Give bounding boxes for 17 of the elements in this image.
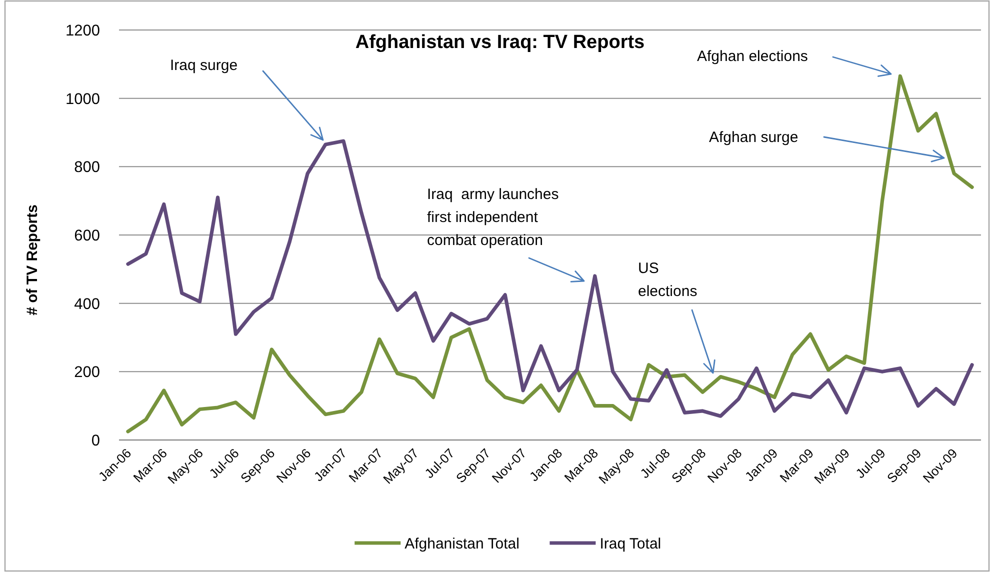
annotation: Afghan surge xyxy=(709,129,798,146)
y-tick-label: 600 xyxy=(74,227,100,244)
y-tick-label: 1000 xyxy=(66,90,100,108)
y-tick-label: 1200 xyxy=(66,22,100,40)
chart-title: Afghanistan vs Iraq: TV Reports xyxy=(355,32,645,53)
annotation: Iraq surge xyxy=(170,57,238,74)
annotation: Afghan elections xyxy=(697,48,808,65)
annotation: US elections xyxy=(638,260,698,300)
y-tick-label: 0 xyxy=(91,432,100,450)
y-tick-label: 800 xyxy=(74,159,100,176)
line-series xyxy=(126,74,974,434)
y-tick-label: 200 xyxy=(74,364,100,382)
annotation: Iraq army launches first independent combat operation xyxy=(427,186,559,249)
legend-label: Afghanistan Total xyxy=(404,535,520,552)
legend-label: Iraq Total xyxy=(600,535,662,552)
y-tick-label: 400 xyxy=(74,296,100,313)
y-axis-title: # of TV Reports xyxy=(24,204,41,316)
